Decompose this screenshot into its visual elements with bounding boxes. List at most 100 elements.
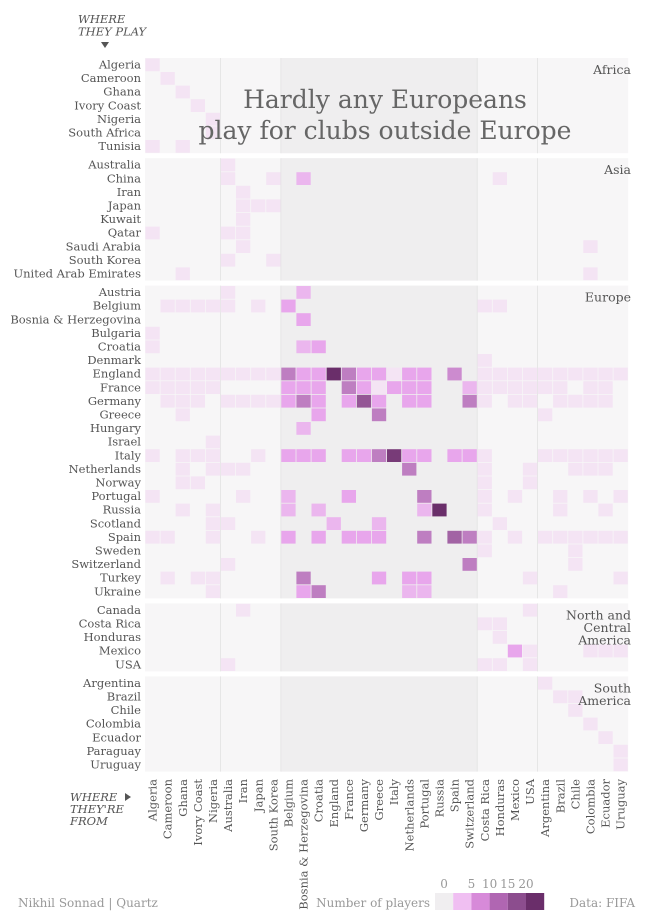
cell-france-brazil [553,381,568,394]
cell-portugal-portugal [417,490,432,503]
cell-uruguay-uruguay [613,758,628,772]
cell-england-japan [251,367,266,381]
chart-title: Hardly any Europeans play for clubs outsi… [199,85,572,145]
cell-spain-algeria [145,530,160,544]
cell-germany-south-korea [266,394,281,408]
cell-hungary-bosnia-and-herzegovina [296,422,311,435]
cell-england-cameroon [160,367,175,381]
cell-brazil-brazil [553,690,568,704]
row-label-france: France [100,380,141,394]
cell-portugal-costa-rica [477,490,492,503]
row-label-belgium: Belgium [93,299,141,313]
column-label-brazil: Brazil [553,779,567,814]
cell-colombia-colombia [583,717,598,731]
cell-italy-croatia [311,449,326,462]
column-label-england: England [327,778,341,827]
row-label-south-africa: South Africa [68,126,141,140]
cell-france-greece [371,381,387,394]
cell-germany-germany [356,394,372,408]
cell-japan-south-korea [266,199,281,213]
row-label-colombia: Colombia [86,717,141,731]
legend-tick-label: 0 [440,877,448,891]
row-label-australia: Australia [87,158,141,172]
cell-england-italy [387,367,402,381]
legend: Number of players 0 5 10 15 20 [316,877,545,910]
cell-italy-ghana [175,449,190,462]
europe-column-band [280,676,478,772]
region-label-asia: Asia [603,162,631,177]
cell-qatar-algeria [145,226,160,240]
row-label-sweden: Sweden [95,544,142,558]
cell-germany-belgium [281,394,296,408]
cell-germany-australia [220,394,236,408]
legend-tick-label: 15 [500,877,515,891]
cell-france-netherlands [402,381,417,394]
cell-sweden-costa-rica [477,544,492,558]
column-label-cameroon: Cameroon [161,778,175,839]
cell-italy-france [341,449,356,462]
cell-scotland-honduras [492,517,507,530]
cell-spain-costa-rica [477,530,492,544]
cell-italy-uruguay [613,449,628,462]
cell-algeria-algeria [145,58,160,72]
cell-switzerland-switzerland [462,558,477,571]
cell-greece-ghana [175,408,190,422]
cell-netherlands-nigeria [205,462,221,476]
column-label-south-korea: South Korea [266,779,280,851]
row-label-saudi-arabia: Saudi Arabia [66,239,142,253]
cell-bulgaria-algeria [145,326,160,340]
cell-russia-brazil [553,503,568,517]
europe-column-band [280,285,478,599]
cell-france-honduras [492,381,507,394]
cell-germany-costa-rica [477,394,492,408]
cell-bosnia-and-herzegovina-bosnia-and-herzegovina [296,313,311,326]
credit: Nikhil Sonnad | Quartz [18,896,158,910]
region-label-south-america: South America [577,680,631,708]
column-label-algeria: Algeria [146,779,160,822]
cell-norway-ivory-coast [190,476,205,490]
row-label-england: England [93,367,142,381]
cell-turkey-cameroon [160,571,175,585]
cell-italy-costa-rica [477,449,492,462]
cell-spain-cameroon [160,530,175,544]
cell-france-colombia [583,381,598,394]
cell-england-spain [447,367,462,381]
row-label-ukraine: Ukraine [94,584,141,598]
cell-portugal-colombia [583,490,598,503]
row-label-ghana: Ghana [103,85,141,99]
cell-portugal-uruguay [613,490,628,503]
cell-belgium-belgium [281,299,296,313]
cell-cameroon-cameroon [160,72,175,85]
cell-england-algeria [145,367,160,381]
row-label-cameroon: Cameroon [81,71,142,85]
cell-iran-iran [236,185,251,199]
cell-england-nigeria [205,367,221,381]
source: Data: FIFA [569,896,635,910]
row-label-honduras: Honduras [84,630,141,644]
region-label-europe: Europe [585,290,631,305]
row-label-chile: Chile [111,703,142,717]
cell-spain-mexico [507,530,523,544]
cell-england-ivory-coast [190,367,205,381]
cell-costa-rica-honduras [492,617,507,631]
legend-tick-label: 10 [482,877,497,891]
cell-spain-colombia [583,530,598,544]
cell-italy-ivory-coast [190,449,205,462]
cell-france-croatia [311,381,326,394]
cell-spain-croatia [311,530,326,544]
cell-france-cameroon [160,381,175,394]
cell-spain-belgium [281,530,296,544]
cell-scotland-australia [220,517,236,530]
row-label-norway: Norway [95,476,141,490]
cell-spain-germany [356,530,372,544]
cell-italy-algeria [145,449,160,462]
cell-germany-croatia [311,394,326,408]
cell-usa-australia [220,658,236,671]
cell-ukraine-nigeria [205,585,221,598]
column-label-germany: Germany [357,778,371,832]
cell-russia-costa-rica [477,503,492,517]
row-label-italy: Italy [115,448,142,462]
cell-ecuador-ecuador [598,731,613,744]
chart-title-text: Hardly any Europeans play for clubs outsi… [199,85,572,145]
cell-japan-japan [251,199,266,213]
